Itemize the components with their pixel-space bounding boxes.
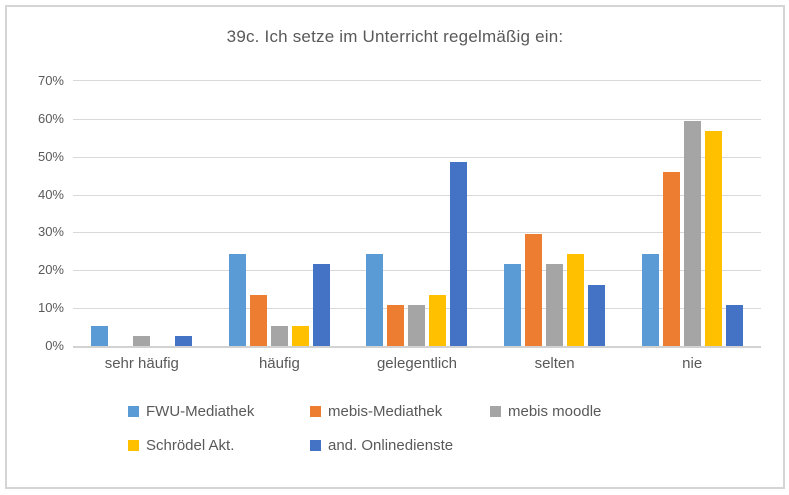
bar <box>683 120 701 346</box>
legend-label: and. Onlinedienste <box>328 437 454 454</box>
x-axis-category-label: sehr häufig <box>104 355 179 372</box>
bar <box>387 305 405 346</box>
x-axis-line <box>73 346 761 348</box>
chart-frame: 39c. Ich setze im Unterricht regelmäßig … <box>5 5 785 489</box>
bar <box>175 335 193 346</box>
x-axis-category-label: nie <box>682 355 703 372</box>
x-axis-category-label: häufig <box>258 355 300 372</box>
y-axis-tick-label: 10% <box>37 299 64 315</box>
bar <box>228 254 246 346</box>
bar <box>270 325 288 346</box>
bar <box>91 325 109 346</box>
legend-label: mebis-Mediathek <box>328 403 443 420</box>
legend-swatch-icon <box>310 440 321 451</box>
legend-item: and. Onlinedienste <box>310 437 490 454</box>
y-axis-tick-label: 60% <box>37 110 64 126</box>
gridline <box>73 80 761 81</box>
bar <box>249 294 267 346</box>
chart-title: 39c. Ich setze im Unterricht regelmäßig … <box>226 27 564 46</box>
bar-group-3 <box>348 81 486 346</box>
bar <box>525 233 543 346</box>
bar <box>291 325 309 346</box>
bar <box>588 284 606 346</box>
bar <box>312 264 330 346</box>
y-axis-tick-label: 50% <box>37 148 64 164</box>
y-axis-tick-label: 0% <box>45 337 64 353</box>
y-axis-tick-label: 40% <box>37 186 64 202</box>
legend-label: mebis moodle <box>508 403 602 420</box>
bar <box>429 294 447 346</box>
legend-spacer <box>490 437 601 454</box>
legend-item: Schrödel Akt. <box>128 437 310 454</box>
gridline <box>73 156 761 158</box>
bar <box>504 264 522 346</box>
bar <box>662 172 680 346</box>
bar <box>567 254 585 346</box>
x-axis-category-label: selten <box>534 355 575 372</box>
legend-item: mebis-Mediathek <box>310 403 490 420</box>
bars-layer <box>73 81 761 346</box>
gridline <box>73 118 761 120</box>
bar-group-5 <box>623 81 761 346</box>
legend-item: FWU-Mediathek <box>128 403 310 420</box>
bar <box>546 264 564 346</box>
legend-swatch-icon <box>490 406 501 417</box>
y-axis-tick-label: 20% <box>37 262 64 278</box>
bar-group-4 <box>486 81 624 346</box>
legend-label: FWU-Mediathek <box>146 403 255 420</box>
gridline <box>73 232 761 234</box>
bar <box>704 130 722 346</box>
legend-swatch-icon <box>128 406 139 417</box>
bar <box>408 305 426 346</box>
gridline <box>73 194 761 196</box>
bar <box>725 305 743 346</box>
legend-label: Schrödel Akt. <box>146 437 235 454</box>
bar <box>641 254 659 346</box>
y-axis-tick-label: 30% <box>37 224 64 240</box>
bar <box>366 254 384 346</box>
x-axis-category-labels: sehr häufig häufig gelegentlich selten nie <box>73 355 761 372</box>
legend-swatch-icon <box>128 440 139 451</box>
legend-swatch-icon <box>310 406 321 417</box>
bar <box>133 335 151 346</box>
bar-group-2 <box>211 81 349 346</box>
bar <box>450 162 468 346</box>
chart-legend: FWU-Mediathek mebis-Mediathek mebis moodle… <box>128 403 601 454</box>
x-axis-category-label: gelegentlich <box>376 355 458 372</box>
plot-area: 70% 60% 50% 40% 30% 20% 10% 0% sehr häufig häufi… <box>38 73 761 372</box>
gridline <box>73 270 761 272</box>
legend-item: mebis moodle <box>490 403 601 420</box>
bar-group-1 <box>73 81 211 346</box>
y-axis-tick-label: 70% <box>37 72 64 88</box>
